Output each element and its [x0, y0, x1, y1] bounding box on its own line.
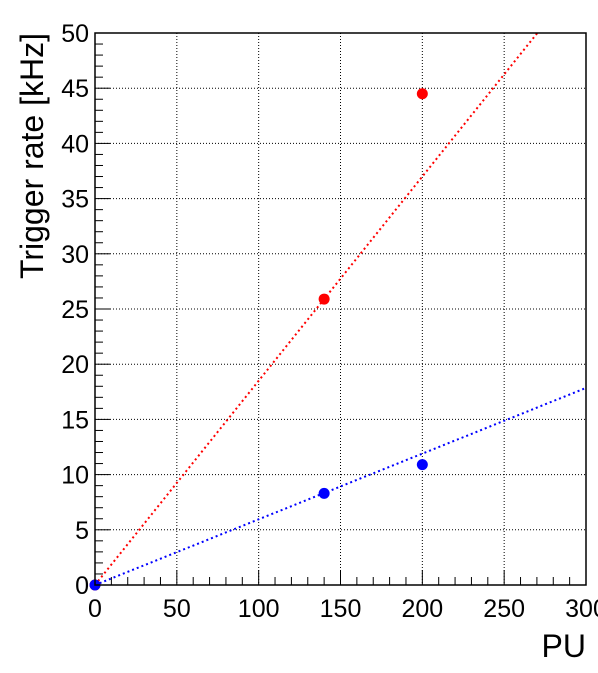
y-tick-label: 20 [61, 351, 89, 379]
grid [95, 33, 586, 585]
y-tick-label: 30 [61, 241, 89, 269]
data-points [89, 88, 428, 591]
y-tick-label: 15 [61, 406, 89, 434]
x-tick-label: 50 [163, 595, 191, 623]
x-tick-label: 0 [88, 595, 102, 623]
fit-line-2 [94, 387, 587, 586]
y-tick-label: 25 [61, 296, 89, 324]
plot-frame [94, 32, 587, 586]
y-tick-label: 35 [61, 186, 89, 214]
x-axis-title: PU [542, 628, 586, 664]
x-tick-label: 300 [565, 595, 598, 623]
data-point-series-2 [416, 459, 428, 471]
fit-lines [94, 32, 587, 586]
y-tick-label: 5 [75, 517, 89, 545]
y-tick-label: 10 [61, 462, 89, 490]
y-tick-label: 40 [61, 130, 89, 158]
y-axis-title: Trigger rate [kHz] [14, 33, 50, 279]
data-point-series-2 [318, 487, 330, 499]
data-point-series-1 [318, 293, 330, 305]
x-tick-label: 100 [238, 595, 280, 623]
y-tick-label: 0 [75, 572, 89, 600]
data-point-series-1 [416, 88, 428, 100]
x-tick-label: 200 [401, 595, 443, 623]
x-tick-label: 250 [483, 595, 525, 623]
y-tick-label: 50 [61, 20, 89, 48]
y-tick-label: 45 [61, 75, 89, 103]
tick-labels: 0 50 100 150 200 250 300 0 5 10 15 20 25 30 35 40 45 50 [61, 20, 598, 623]
x-tick-label: 150 [320, 595, 362, 623]
